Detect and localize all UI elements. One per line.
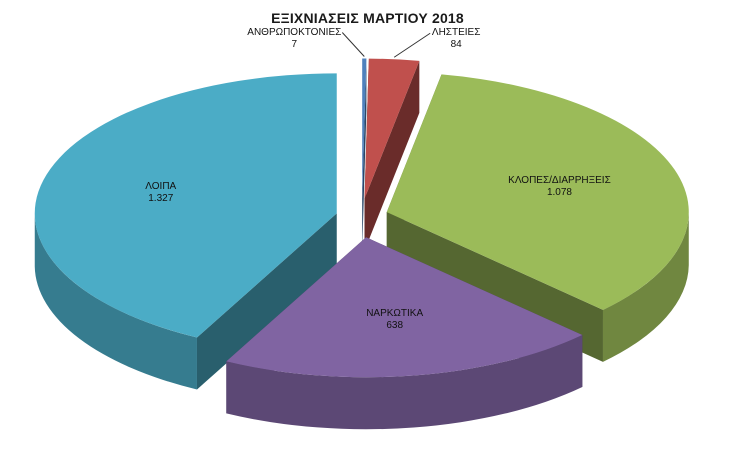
leader-line (341, 32, 365, 57)
slice-wall (362, 58, 367, 251)
slice-value-text: 7 (291, 38, 298, 50)
slice-label-text: ΝΑΡΚΩΤΙΚΑ (366, 308, 424, 320)
slice-label-klopes: ΚΛΟΠΕΣ/ΔΙΑΡΡΗΞΕΙΣ 1.078 (508, 175, 611, 199)
slice-label-text: ΛΗΣΤΕΙΕΣ (431, 27, 481, 39)
slice-side (226, 335, 583, 430)
slice-label-loipa: ΛΟΙΠΑ 1.327 (145, 181, 176, 205)
slice-ανθρωποκτονιες (362, 58, 367, 251)
slice-value-text: 1.078 (546, 186, 572, 198)
slice-ληστειες (364, 58, 420, 251)
chart-title: ΕΞΙΧΝΙΑΣΕΙΣ ΜΑΡΤΙΟΥ 2018 (271, 10, 464, 26)
slice-ναρκωτικα (226, 237, 583, 430)
slice-label-text: ΚΛΟΠΕΣ/ΔΙΑΡΡΗΞΕΙΣ (508, 174, 611, 186)
slice-label-text: ΑΝΘΡΩΠΟΚΤΟΝΙΕΣ (247, 26, 342, 38)
slice-value-text: 638 (386, 320, 404, 332)
slice-value-text: 1.327 (148, 193, 174, 205)
slice-label-anthropoktonies: ΑΝΘΡΩΠΟΚΤΟΝΙΕΣ 7 (247, 27, 341, 51)
slice-side (602, 213, 689, 362)
slice-side (34, 214, 197, 390)
slice-top (362, 58, 367, 199)
slice-value-text: 84 (450, 39, 462, 51)
slice-top (226, 237, 583, 378)
slice-top (386, 74, 689, 310)
slice-label-narkotika: ΝΑΡΚΩΤΙΚΑ 638 (366, 308, 423, 332)
slice-top (34, 73, 337, 338)
slice-λοιπα (34, 73, 337, 390)
leader-line (393, 32, 431, 58)
slice-wall (364, 60, 420, 251)
slice-label-listeies: ΛΗΣΤΕΙΕΣ 84 (432, 27, 481, 51)
slice-wall (196, 213, 337, 390)
slice-label-text: ΛΟΙΠΑ (145, 181, 177, 193)
slice-top (364, 58, 420, 199)
